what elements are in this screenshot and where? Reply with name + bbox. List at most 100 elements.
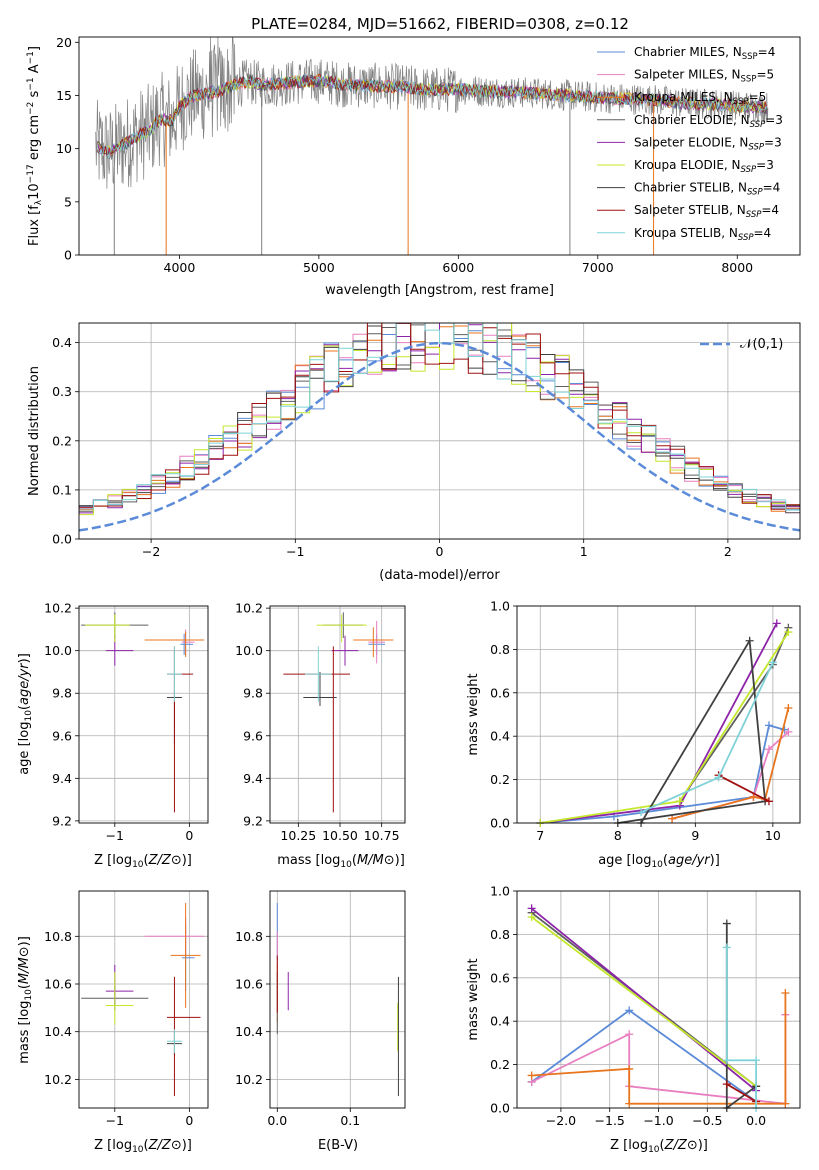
histogram-series-8 (79, 323, 800, 510)
weight-marker (625, 1030, 634, 1039)
x-axis-label: age [log10(age/yr)] (598, 853, 720, 870)
y-tick-label: 0.1 (52, 482, 72, 497)
legend-entry: Kroupa STELIB, NSSP=4 (634, 226, 771, 243)
weight-marker (772, 619, 781, 628)
y-tick-label: 0 (64, 248, 72, 263)
x-tick-label: −1 (106, 1113, 124, 1128)
y-tick-label: 9.4 (243, 771, 263, 786)
x-axis-label: Z [log10(Z/Z⊙)] (94, 853, 192, 870)
y-tick-label: 10.0 (235, 643, 263, 658)
weight-marker (784, 727, 793, 736)
legend-entry: Kroupa ELODIE, NSSP=3 (634, 158, 774, 175)
y-tick-label: 10.6 (235, 977, 263, 992)
x-tick-label: 10.25 (280, 828, 316, 843)
x-tick-label: 7 (536, 828, 544, 843)
legend-entry: Chabrier ELODIE, NSSP=3 (634, 113, 783, 130)
x-axis-label: (data-model)/error (379, 568, 500, 583)
weight-series-5 (531, 907, 757, 1092)
x-tick-label: 5000 (303, 260, 335, 275)
histogram-series-6 (79, 323, 800, 516)
weight-marker (745, 636, 754, 645)
x-tick-label: 0 (185, 1113, 193, 1128)
x-tick-label: −2 (142, 544, 160, 559)
x-tick-label: −1.5 (595, 1113, 625, 1128)
y-tick-label: 5 (64, 194, 72, 209)
x-axis-label: Z [log10(Z/Z⊙)] (610, 1138, 708, 1155)
x-tick-label: 0.0 (267, 1113, 287, 1128)
legend-entry: 𝒩(0,1) (740, 337, 783, 352)
weight-marker (625, 1064, 634, 1073)
axes-frame (269, 890, 406, 1109)
x-tick-label: 2 (724, 544, 732, 559)
age-vs-mass-panel: 10.25 10.50 10.75 9.2 9.4 9.6 9.8 10.0 10.2 mass … (235, 601, 406, 870)
x-tick-label: −1 (286, 544, 304, 559)
y-axis-label: Normed distribution (27, 366, 42, 496)
weight-marker (625, 1099, 634, 1108)
axes-frame (269, 605, 406, 824)
legend-entry: Chabrier MILES, NSSP=4 (634, 45, 775, 62)
legend-entry: Chabrier STELIB, NSSP=4 (634, 181, 780, 198)
y-tick-label: 9.4 (52, 771, 72, 786)
x-tick-label: −0.5 (692, 1113, 722, 1128)
x-tick-label: 0 (185, 828, 193, 843)
y-tick-label: 9.8 (243, 686, 263, 701)
weight-marker (625, 1006, 634, 1015)
x-axis-label: E(B-V) (318, 1138, 358, 1153)
weight-marker (527, 1071, 536, 1080)
y-tick-label: 10.0 (44, 643, 72, 658)
x-tick-label: 7000 (582, 260, 614, 275)
weights-vs-age-panel: 7 8 9 10 0.0 0.2 0.4 0.6 0.8 1.0 mass weight age [l… (466, 599, 801, 870)
y-tick-label: 10.2 (44, 601, 72, 616)
weight-marker (675, 797, 684, 806)
weight-marker (764, 745, 773, 754)
weight-marker (784, 628, 793, 637)
y-axis-label: mass [log10(M/M⊙)] (17, 936, 34, 1064)
y-axis-label: mass weight (466, 673, 481, 755)
y-tick-label: 9.2 (243, 813, 263, 828)
weight-marker (722, 919, 731, 928)
weight-series-7 (617, 637, 767, 824)
x-tick-label: 8000 (721, 260, 753, 275)
weight-marker (781, 988, 790, 997)
y-tick-label: 9.6 (52, 728, 72, 743)
weight-series-9 (725, 947, 757, 1108)
weight-series-8 (726, 1083, 757, 1103)
x-tick-label: 1 (580, 544, 588, 559)
weight-marker (527, 913, 536, 922)
axes-frame (78, 890, 209, 1109)
y-tick-label: 10 (56, 141, 72, 156)
x-tick-label: 0 (436, 544, 444, 559)
y-tick-label: 0.3 (52, 384, 72, 399)
model-spectrum-9 (96, 75, 767, 159)
y-tick-label: 10.6 (44, 977, 72, 992)
y-tick-label: 10.8 (44, 929, 72, 944)
y-tick-label: 0.2 (52, 433, 72, 448)
y-tick-label: 10.4 (44, 1024, 72, 1039)
weight-marker (722, 1056, 731, 1065)
axes-frame (78, 36, 801, 256)
axes-frame (516, 890, 801, 1109)
figure-title: PLATE=0284, MJD=51662, FIBERID=0308, z=0… (251, 15, 629, 33)
x-tick-label: −1.0 (643, 1113, 673, 1128)
histogram-series-5 (79, 323, 800, 514)
residuals-panel: −2 −1 0 1 2 0.0 0.1 0.2 0.3 0.4 𝒩(0,1) (data-model)… (27, 322, 801, 583)
y-tick-label: 10.2 (235, 1072, 263, 1087)
x-tick-label: 10.75 (364, 828, 400, 843)
weights-vs-Z-panel: −2.0 −1.5 −1.0 −0.5 0.0 0.0 0.2 0.4 0.6 0.8 1.0 mas… (466, 884, 801, 1155)
y-tick-label: 15 (56, 88, 72, 103)
x-axis-label: wavelength [Angstrom, rest frame] (325, 283, 554, 298)
weight-marker (768, 658, 777, 667)
weight-marker (722, 943, 731, 952)
y-tick-label: 10.2 (44, 1072, 72, 1087)
weight-marker (714, 773, 723, 782)
legend-entry: Salpeter MILES, NSSP=5 (634, 68, 774, 85)
histogram-series-2 (79, 323, 800, 514)
x-tick-label: 8 (614, 828, 622, 843)
y-tick-label: 10.8 (235, 929, 263, 944)
y-tick-label: 0.4 (52, 335, 72, 350)
weight-marker (752, 1056, 761, 1065)
x-tick-label: −2.0 (546, 1113, 576, 1128)
y-tick-label: 20 (56, 35, 72, 50)
x-tick-label: −1 (106, 828, 124, 843)
weight-marker (764, 797, 773, 806)
